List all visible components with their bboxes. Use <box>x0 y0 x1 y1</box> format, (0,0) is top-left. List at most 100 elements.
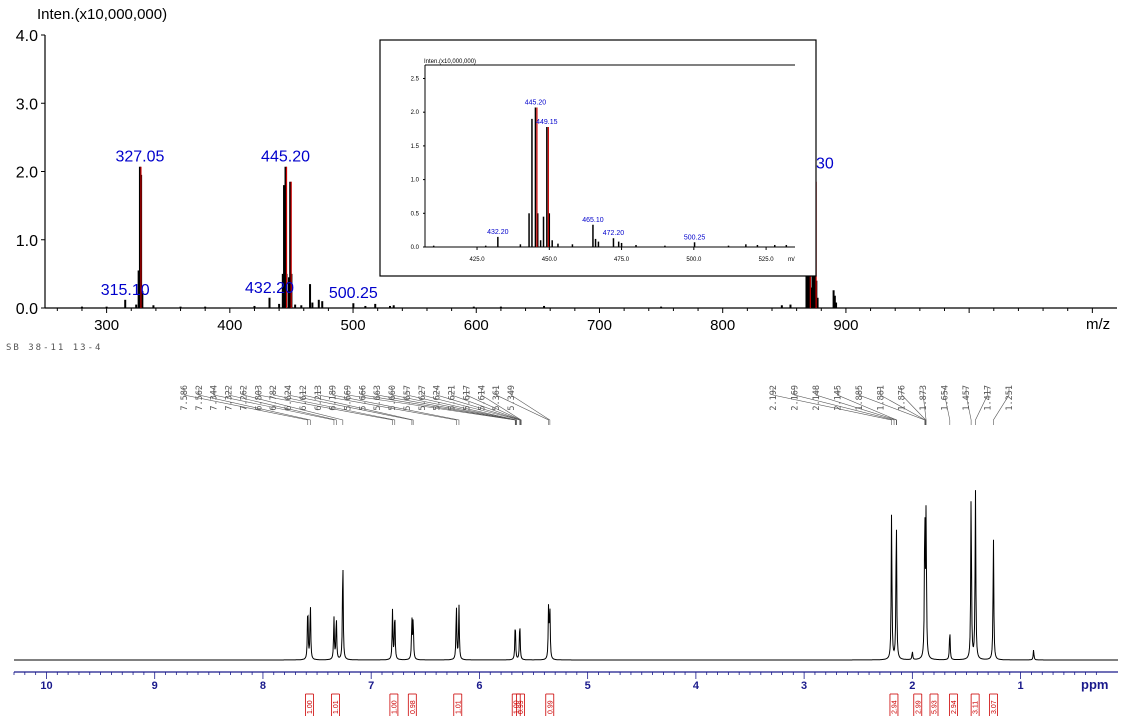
ms-x-tick-label: 600 <box>464 317 489 334</box>
ms-y-tick-label: 3.0 <box>16 96 38 113</box>
inset-x-tick-label: 425.0 <box>470 257 486 263</box>
nmr-integrals: 1.00 1.01 1.00 0.98 1.01 1.000.99 0.99 2.94 2.99… <box>305 693 998 716</box>
nmr-integral-label: 0.99 <box>547 700 554 714</box>
nmr-x-tick-label: 8 <box>260 680 266 692</box>
nmr-peak-label: 6.213 <box>314 385 324 411</box>
nmr-x-tick-label: 1 <box>1018 680 1024 692</box>
nmr-peak-label: 1.457 <box>962 385 972 411</box>
nmr-peak-label: 7.562 <box>195 385 205 411</box>
nmr-peak-connector <box>317 388 457 425</box>
nmr-peak-connector <box>347 388 516 425</box>
nmr-peak-connector <box>510 388 551 425</box>
nmr-peak-connector <box>302 388 414 425</box>
inset-peak-label: 472.20 <box>603 230 625 237</box>
inset-y-tick-label: 2.5 <box>411 76 420 82</box>
nmr-peak-connector <box>466 388 522 425</box>
nmr-peak-list: 7.586 7.562 7.344 7.322 7.262 6.803 6.782 6.624… <box>180 385 1015 425</box>
inset-y-tick-label: 2.0 <box>411 110 420 116</box>
nmr-peak-connector <box>975 388 988 425</box>
nmr-peak-label: 7.322 <box>225 385 235 411</box>
nmr-x-tick-label: 4 <box>693 680 700 692</box>
nmr-integral-label: 1.01 <box>333 700 340 714</box>
inset-peak-label: 465.10 <box>582 217 604 224</box>
nmr-peak-connector <box>965 388 972 425</box>
nmr-trace <box>14 490 1118 661</box>
nmr-integral-label: 3.07 <box>991 700 998 714</box>
nmr-peak-label: 5.666 <box>358 385 368 411</box>
inset-y-tick-label: 1.0 <box>411 178 420 184</box>
nmr-peak-connector <box>944 388 951 425</box>
inset-x-tick-label: 450.0 <box>542 257 558 263</box>
nmr-peak-label: 6.624 <box>284 385 294 411</box>
nmr-integral-label: 3.11 <box>973 701 980 714</box>
nmr-peak-label: 6.803 <box>254 385 264 411</box>
nmr-peak-label: 5.657 <box>403 385 413 411</box>
nmr-peak-connector <box>272 388 396 425</box>
nmr-peak-label: 7.262 <box>239 385 249 411</box>
inset-peak-label: 432.20 <box>487 229 509 236</box>
ms-y-tick-label: 1.0 <box>16 233 38 250</box>
nmr-integral-label: 0.98 <box>410 700 417 714</box>
nmr-peak-label: 5.627 <box>418 385 428 411</box>
inset-x-tick-label: 475.0 <box>614 257 630 263</box>
nmr-peak-connector <box>451 388 521 425</box>
nmr-peak-connector <box>993 388 1010 425</box>
nmr-integral-label: 0.99 <box>518 700 525 714</box>
inset-x-tick-label: 500.0 <box>686 257 702 263</box>
nmr-x-tick-label: 7 <box>368 680 374 692</box>
nmr-peak-connector <box>436 388 521 425</box>
nmr-peak-label: 5.624 <box>433 385 443 411</box>
nmr-peak-label: 5.663 <box>373 385 383 411</box>
nmr-integral-label: 5.93 <box>932 700 939 714</box>
ms-ylabel: Inten.(x10,000,000) <box>37 6 167 23</box>
ms-x-tick-label: 300 <box>94 317 119 334</box>
ms-peak-label: 445.20 <box>261 149 310 166</box>
nmr-peak-connector <box>480 388 522 425</box>
nmr-peak-label: 6.189 <box>329 385 339 411</box>
nmr-peak-connector <box>198 388 311 425</box>
inset-frame <box>379 39 817 277</box>
nmr-integral-label: 1.00 <box>391 700 398 714</box>
nmr-peak-label: 1.417 <box>984 385 994 411</box>
ms-peaks <box>80 166 838 308</box>
nmr-spectrum: SB 38-11 13-4 7.586 7.562 7.344 7.322 7.262 6… <box>6 343 1118 716</box>
nmr-peak-connector <box>406 388 517 425</box>
ms-x-tick-label: 900 <box>833 317 858 334</box>
ms-xlabel: m/z <box>1086 316 1110 333</box>
inset-y-tick-label: 0.0 <box>411 245 420 251</box>
nmr-peak-label: 2.145 <box>833 385 843 411</box>
nmr-x-tick-label: 9 <box>152 680 158 692</box>
nmr-peak-label: 1.876 <box>898 385 908 411</box>
nmr-peak-connector <box>421 388 521 425</box>
nmr-peak-label: 7.344 <box>210 385 220 411</box>
nmr-integral-label: 1.00 <box>307 700 314 714</box>
nmr-x-tick-label: 3 <box>801 680 807 692</box>
nmr-peak-connector <box>213 388 335 425</box>
ms-x-tick-label: 500 <box>341 317 366 334</box>
nmr-x-tick-label: 10 <box>40 680 52 692</box>
ms-x-tick-label: 400 <box>217 317 242 334</box>
nmr-peak-connector <box>228 388 337 425</box>
nmr-peak-connector <box>794 388 895 425</box>
nmr-peak-label: 1.654 <box>941 385 951 411</box>
nmr-integral-label: 1.01 <box>455 700 462 714</box>
nmr-peak-connector <box>879 388 926 425</box>
nmr-peak-label: 1.885 <box>855 385 865 411</box>
inset-peak-label: 445.20 <box>525 99 547 106</box>
nmr-peak-label: 6.612 <box>299 385 309 411</box>
nmr-peak-connector <box>258 388 393 425</box>
nmr-title: SB 38-11 13-4 <box>6 343 102 353</box>
nmr-peak-label: 5.614 <box>477 385 487 411</box>
ms-peak-label: 327.05 <box>115 149 164 166</box>
ms-y-tick-label: 0.0 <box>16 301 38 318</box>
nmr-peak-label: 2.169 <box>790 385 800 411</box>
nmr-peak-connector <box>858 388 926 425</box>
nmr-peak-label: 1.873 <box>919 385 929 411</box>
nmr-x-tick-label: 2 <box>909 680 915 692</box>
mass-spectrum-inset: Inten.(x10,000,000) 0.0 0.5 1.0 1.5 2.0 2.5 42… <box>379 39 817 277</box>
ms-peak-label: 500.25 <box>329 285 378 302</box>
nmr-peak-connector <box>332 388 460 425</box>
nmr-peak-connector <box>837 388 897 425</box>
inset-x-tick-label: 525.0 <box>759 257 775 263</box>
